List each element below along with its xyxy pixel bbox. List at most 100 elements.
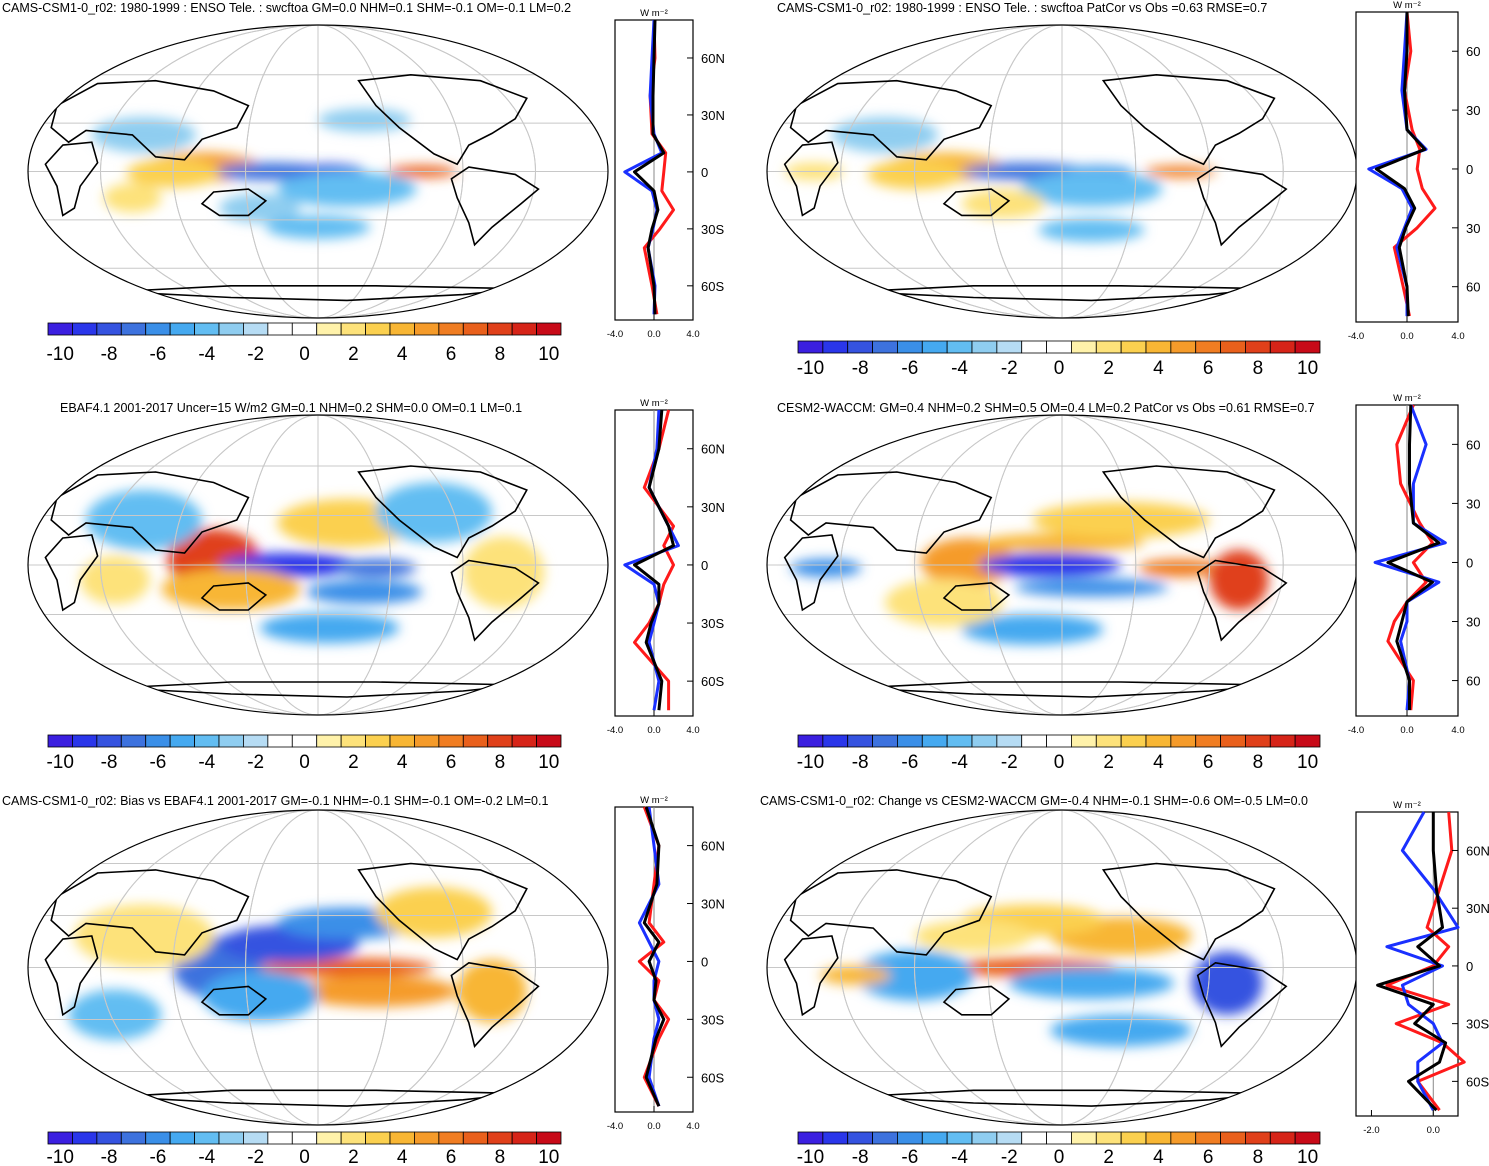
colorbar-swatch — [365, 734, 391, 748]
field-blob — [294, 975, 458, 1007]
colorbar-swatch — [1021, 340, 1047, 354]
coastline — [1101, 73, 1276, 166]
lat-label: 30N — [701, 897, 725, 912]
colorbar-swatch — [169, 734, 195, 748]
lat-label: 60N — [701, 51, 725, 66]
colorbar-swatch — [1245, 1131, 1271, 1145]
colorbar-swatch — [72, 322, 98, 336]
colorbar-swatch — [1269, 340, 1296, 354]
coastlines — [783, 465, 1288, 698]
zonal-profile: W m⁻² 60N 30N 0 30S 60S -4.0 0.0 4.0 — [607, 795, 725, 1132]
colorbar-swatch — [267, 322, 293, 336]
colorbar-swatch — [847, 734, 873, 748]
map-border — [27, 809, 609, 1126]
colorbar-swatch — [194, 734, 220, 748]
lat-label: 30 — [1466, 221, 1480, 236]
colorbar-swatch — [243, 734, 269, 748]
colorbar-label: -6 — [901, 358, 918, 379]
graticule — [767, 810, 1357, 1125]
lat-label: 30S — [1466, 1017, 1489, 1032]
colorbar-swatch — [487, 1131, 513, 1145]
colorbar: -10 -8 -6 -4 -2 0 2 4 6 8 10 — [46, 1131, 562, 1166]
colorbar-swatch — [1120, 1131, 1147, 1145]
profile-series-blue — [1367, 11, 1428, 317]
coastline — [50, 79, 250, 161]
map-border — [27, 414, 609, 716]
profile-series-black — [642, 806, 666, 1107]
longitude-line — [245, 415, 391, 715]
map-area — [28, 25, 608, 318]
x-tick-label: 0.0 — [647, 1121, 660, 1132]
colorbar-swatch — [316, 734, 342, 748]
lat-label: 60 — [1466, 280, 1480, 295]
coastline — [942, 582, 1011, 611]
lat-label: 30 — [1466, 496, 1480, 511]
colorbar-swatch — [511, 322, 537, 336]
colorbar-swatch — [536, 1131, 562, 1145]
coastline — [44, 141, 99, 217]
colorbar-swatch — [462, 322, 489, 336]
profile-series-blue — [1385, 811, 1460, 1111]
colorbar-swatch — [921, 340, 948, 354]
colorbar-label: 0 — [299, 752, 310, 773]
coastline — [357, 862, 528, 961]
colorbar-swatch — [1170, 734, 1197, 748]
profile-series-black — [1376, 812, 1448, 1112]
colorbar-swatch — [946, 340, 973, 354]
colorbar-swatch — [1046, 1131, 1072, 1145]
field-blob — [820, 965, 891, 985]
colorbar-swatch — [996, 734, 1023, 748]
colorbar-label: 4 — [1153, 358, 1164, 379]
colorbar-label: 2 — [348, 1147, 359, 1166]
x-tick-label: -4.0 — [607, 1121, 623, 1132]
map-area — [28, 415, 608, 715]
colorbar-swatch — [1145, 1131, 1172, 1145]
field-blob — [961, 189, 1045, 219]
colorbar-swatch — [971, 1131, 998, 1145]
colorbar-swatch — [1071, 340, 1097, 354]
coastline — [1196, 559, 1288, 642]
colorbar-swatch — [822, 340, 849, 354]
coastline — [44, 935, 99, 1017]
colorbar-swatch — [389, 734, 415, 748]
colorbar-label: -6 — [149, 1147, 166, 1166]
lat-label: 30S — [701, 616, 724, 631]
colorbar-swatch — [414, 734, 440, 748]
coastline — [783, 141, 839, 217]
colorbar-swatch — [1071, 1131, 1097, 1145]
coastline — [942, 188, 1011, 217]
coastline — [789, 79, 993, 161]
colorbar-swatch — [536, 322, 562, 336]
profile-series-black — [1386, 404, 1441, 711]
coastline — [1196, 166, 1288, 247]
colorbar-label: -10 — [46, 752, 73, 773]
colorbar-label: -10 — [46, 1147, 73, 1166]
colorbar-label: 4 — [1153, 752, 1164, 773]
colorbar-label: 8 — [495, 752, 506, 773]
field-blob — [1050, 1014, 1192, 1047]
colorbar-swatch — [414, 1131, 440, 1145]
lat-label: 0 — [701, 165, 708, 180]
colorbar-swatch — [194, 322, 220, 336]
colorbar-swatch — [1095, 734, 1122, 748]
colorbar-swatch — [365, 322, 391, 336]
x-tick-label: 0.0 — [647, 725, 660, 736]
colorbar-label: 0 — [1054, 358, 1065, 379]
colorbar-swatch — [511, 734, 537, 748]
colorbar-swatch — [47, 322, 73, 336]
colorbar-swatch — [1145, 734, 1172, 748]
field-blob — [68, 989, 162, 1040]
colorbar-label: 2 — [1103, 752, 1114, 773]
field-blob — [1008, 967, 1175, 999]
coastline — [357, 73, 528, 166]
field-blob — [335, 559, 417, 577]
colorbar-swatch — [267, 1131, 293, 1145]
colorbar-swatch — [243, 1131, 269, 1145]
colorbar-swatch — [1170, 1131, 1197, 1145]
colorbar: -10 -8 -6 -4 -2 0 2 4 6 8 10 — [797, 734, 1321, 773]
panel-title: CAMS-CSM1-0_r02: Bias vs EBAF4.1 2001-20… — [2, 794, 548, 808]
colorbar-swatch — [96, 1131, 122, 1145]
profile-series-black — [633, 409, 675, 711]
colorbar-label: 6 — [1203, 752, 1214, 773]
